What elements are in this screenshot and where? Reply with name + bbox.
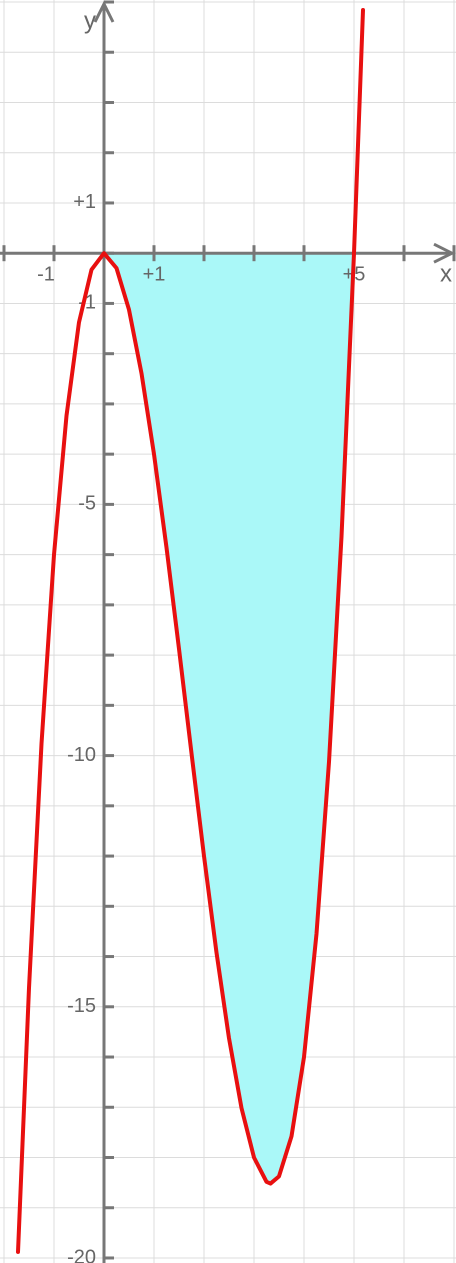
y-axis-label: y (84, 7, 96, 34)
x-tick-label: +1 (143, 263, 166, 285)
x-tick-label: -1 (37, 263, 55, 285)
curve (16, 8, 365, 1254)
y-arrow (93, 0, 115, 23)
y-tick-label: -15 (67, 995, 96, 1017)
shaded-area (104, 253, 354, 1184)
x-axis-label: x (440, 261, 452, 288)
x-arrow (433, 242, 456, 264)
y-tick-label: +1 (73, 191, 96, 213)
y-tick-label: -5 (78, 493, 96, 515)
y-tick-label: -10 (67, 744, 96, 766)
y-tick-label: -20 (67, 1246, 96, 1263)
